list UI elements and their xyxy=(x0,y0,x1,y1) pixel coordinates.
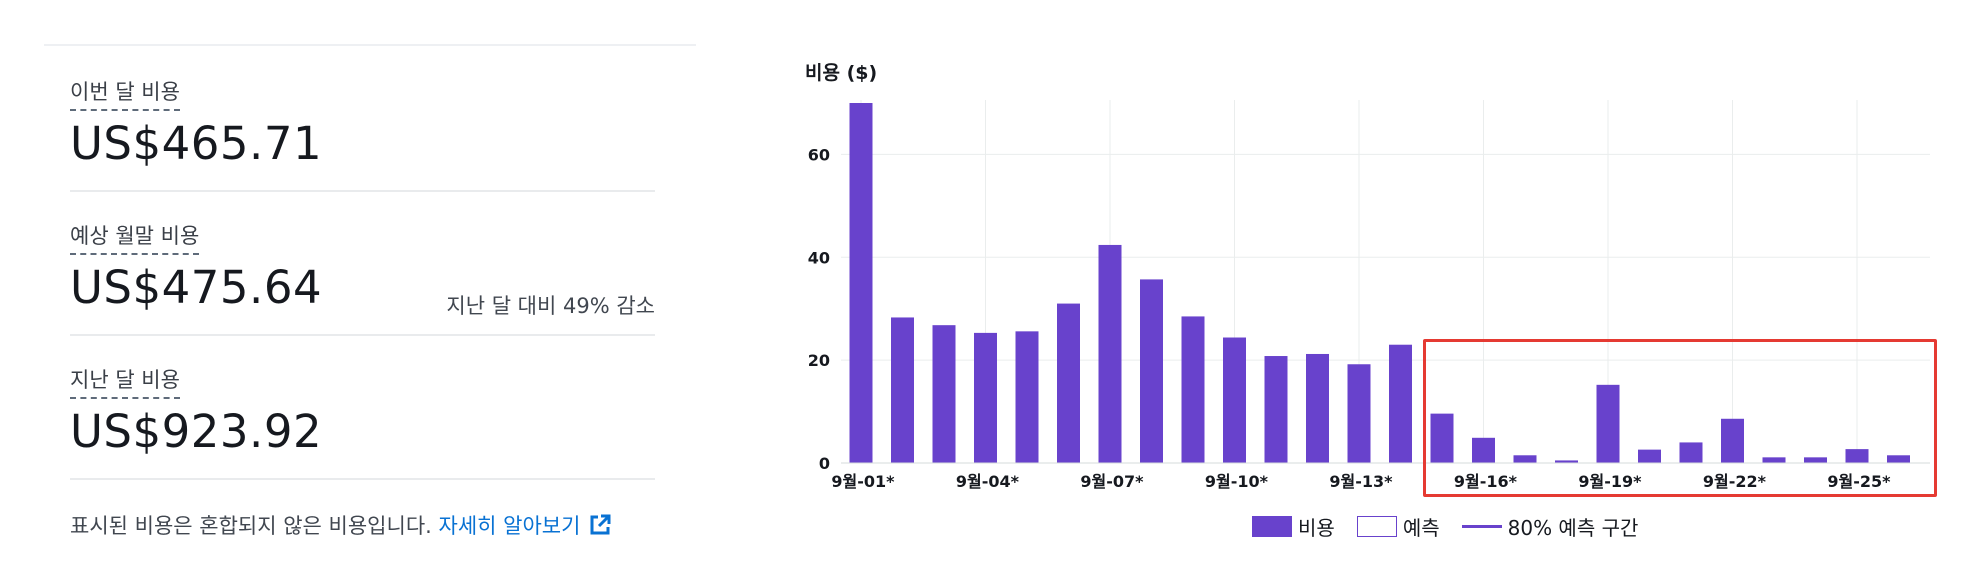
x-tick-label: 9월-13* xyxy=(1329,472,1393,491)
current-month-cost-label[interactable]: 이번 달 비용 xyxy=(70,78,180,111)
divider xyxy=(70,478,655,480)
bar xyxy=(1555,460,1578,463)
x-tick-label: 9월-19* xyxy=(1578,472,1642,491)
legend-swatch-filled xyxy=(1252,516,1292,537)
y-axis-title: 비용 ($) xyxy=(805,62,877,84)
x-tick-label: 9월-22* xyxy=(1703,472,1767,491)
legend-label-forecast: 예측 xyxy=(1402,516,1440,540)
bar xyxy=(1638,449,1661,463)
bar xyxy=(1098,244,1122,463)
forecast-cost-value: US$475.64 xyxy=(70,261,323,314)
bar xyxy=(1057,303,1080,463)
x-tick-label: 9월-07* xyxy=(1080,472,1144,491)
bar xyxy=(1845,449,1869,463)
bar xyxy=(1887,455,1910,463)
y-tick-label: 0 xyxy=(819,454,830,473)
legend-item-cost[interactable]: 비용 xyxy=(1252,512,1335,541)
legend-swatch-line xyxy=(1461,525,1502,528)
bar xyxy=(1472,437,1495,463)
divider xyxy=(70,334,655,336)
bar xyxy=(1140,279,1163,463)
unblended-cost-note: 표시된 비용은 혼합되지 않은 비용입니다. 자세히 알아보기 xyxy=(70,510,612,542)
bar xyxy=(1721,418,1744,463)
legend-item-interval[interactable]: 80% 예측 구간 xyxy=(1461,512,1639,541)
y-tick-label: 60 xyxy=(808,145,830,164)
learn-more-link[interactable]: 자세히 알아보기 xyxy=(439,514,613,538)
current-month-cost: 이번 달 비용 US$465.71 xyxy=(70,78,655,170)
forecast-highlight-box xyxy=(1423,339,1937,497)
unblended-cost-text: 표시된 비용은 혼합되지 않은 비용입니다. xyxy=(70,514,432,538)
bar xyxy=(1679,442,1703,463)
current-month-cost-value: US$465.71 xyxy=(70,117,323,170)
forecast-month-end-cost: 예상 월말 비용 US$475.64 지난 달 대비 49% 감소 xyxy=(70,222,655,318)
y-tick-label: 20 xyxy=(808,351,830,370)
daily-cost-bar-chart: 비용 ($) 0 20 40 60 9월-01* 9월-04* 9월-07* 9월-10* 9월-… xyxy=(805,62,1930,491)
bar xyxy=(1306,353,1329,463)
x-tick-label: 9월-10* xyxy=(1205,472,1269,491)
bar xyxy=(1430,413,1454,463)
bar xyxy=(1804,457,1827,463)
bar xyxy=(1223,337,1246,463)
x-tick-label: 9월-04* xyxy=(956,472,1020,491)
legend-label-interval: 80% 예측 구간 xyxy=(1507,516,1639,540)
bar xyxy=(974,332,997,463)
y-tick-label: 40 xyxy=(808,248,830,267)
legend-swatch-outline xyxy=(1356,516,1397,537)
legend-item-forecast[interactable]: 예측 xyxy=(1356,512,1440,541)
x-tick-label: 9월-16* xyxy=(1454,472,1518,491)
forecast-change-note: 지난 달 대비 49% 감소 xyxy=(446,294,655,318)
bar xyxy=(1264,356,1288,463)
bar xyxy=(1596,384,1620,463)
external-link-icon xyxy=(588,513,612,542)
bar xyxy=(932,325,956,463)
x-tick-label: 9월-01* xyxy=(831,472,895,491)
legend-label-cost: 비용 xyxy=(1298,516,1335,540)
forecast-cost-label[interactable]: 예상 월말 비용 xyxy=(70,222,200,255)
panel-top-divider xyxy=(44,44,696,46)
bar xyxy=(1181,316,1205,463)
chart-legend: 비용 예측 80% 예측 구간 xyxy=(1252,512,1660,541)
divider xyxy=(70,190,655,192)
last-month-cost-value: US$923.92 xyxy=(70,405,323,458)
last-month-cost: 지난 달 비용 US$923.92 xyxy=(70,366,655,458)
bar xyxy=(849,103,873,463)
bar xyxy=(891,317,914,463)
bar xyxy=(1015,331,1039,463)
bar xyxy=(1762,457,1786,463)
learn-more-link-label: 자세히 알아보기 xyxy=(438,514,581,538)
bar xyxy=(1513,455,1537,463)
bar xyxy=(1389,344,1412,463)
bar xyxy=(1347,364,1371,463)
x-tick-label: 9월-25* xyxy=(1827,472,1891,491)
last-month-cost-label[interactable]: 지난 달 비용 xyxy=(70,366,180,399)
